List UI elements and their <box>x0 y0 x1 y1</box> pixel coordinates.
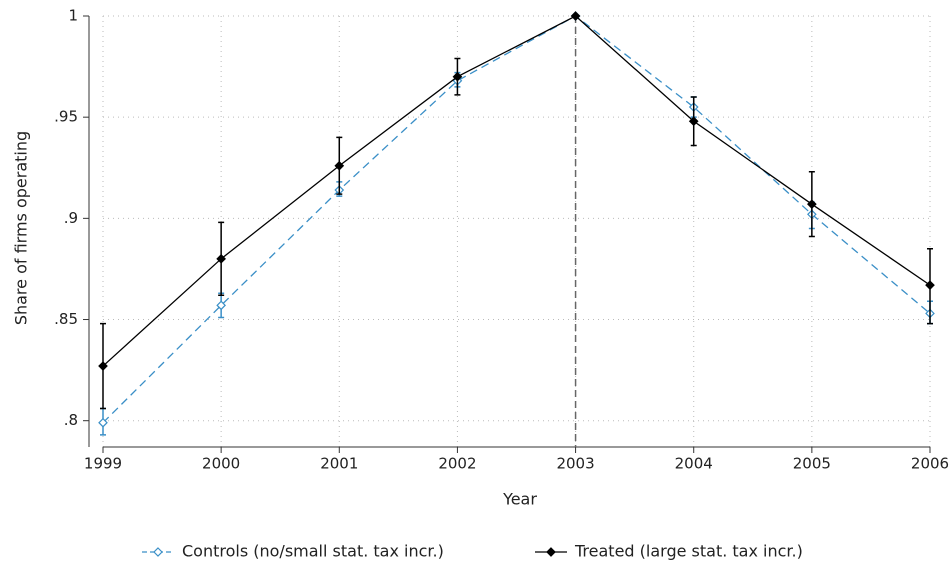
data-point <box>688 116 699 127</box>
x-tick-label: 2003 <box>556 455 594 473</box>
x-tick-label: 2006 <box>911 455 949 473</box>
x-tick-label: 2002 <box>438 455 476 473</box>
data-point <box>807 199 817 210</box>
data-point <box>98 361 108 371</box>
y-tick-label: .85 <box>54 310 78 328</box>
data-point <box>98 417 108 428</box>
y-tick-label: .9 <box>64 209 78 227</box>
x-tick-label: 2004 <box>675 455 713 473</box>
legend-marker <box>546 547 556 557</box>
y-tick-label: .8 <box>64 411 78 429</box>
x-axis-label: Year <box>502 490 537 509</box>
x-tick-label: 2001 <box>320 455 358 473</box>
x-tick-label: 1999 <box>84 455 122 473</box>
data-point <box>570 11 581 21</box>
data-point <box>452 71 463 82</box>
y-tick-label: 1 <box>68 7 78 25</box>
series-line <box>102 15 931 367</box>
y-axis-label: Share of firms operating <box>12 131 31 325</box>
x-tick-label: 2005 <box>793 455 831 473</box>
legend-label: Treated (large stat. tax incr.) <box>574 542 803 561</box>
series-line <box>102 15 931 424</box>
legend-marker <box>153 547 163 557</box>
data-point <box>925 280 935 290</box>
data-point <box>216 253 226 264</box>
data-point <box>334 160 345 171</box>
y-tick-label: .95 <box>54 108 78 126</box>
legend-label: Controls (no/small stat. tax incr.) <box>182 542 444 561</box>
data-point <box>216 300 226 311</box>
x-tick-label: 2000 <box>202 455 240 473</box>
